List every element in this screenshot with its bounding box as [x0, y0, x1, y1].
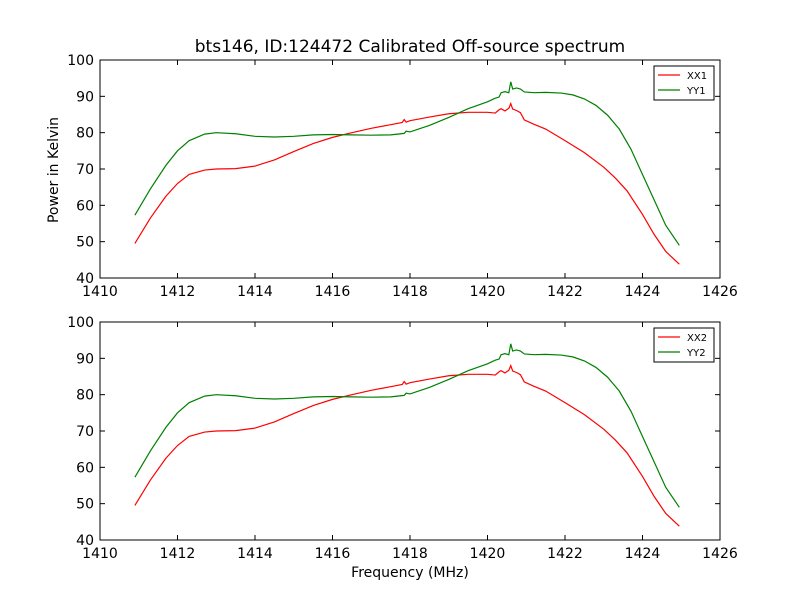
top-y-tick-label: 60: [76, 198, 94, 214]
bottom-legend-label-yy2: YY2: [686, 348, 706, 359]
bottom-y-tick-label: 100: [67, 315, 94, 331]
top-x-tick-label: 1412: [160, 284, 196, 300]
chart-title: bts146, ID:124472 Calibrated Off-source …: [195, 37, 625, 57]
y-axis-label: Power in Kelvin: [46, 117, 62, 223]
x-axis-label: Frequency (MHz): [351, 565, 469, 581]
top-y-tick-label: 90: [76, 89, 94, 105]
top-x-tick-label: 1426: [702, 284, 738, 300]
top-legend-box: [653, 65, 715, 101]
top-x-tick-label: 1416: [315, 284, 351, 300]
top-y-tick-label: 70: [76, 162, 94, 178]
bottom-y-tick-label: 40: [76, 533, 94, 549]
top-y-tick-label: 100: [67, 53, 94, 69]
bottom-legend-label-xx2: XX2: [687, 333, 707, 344]
bottom-legend-box: [653, 327, 715, 363]
bottom-x-tick-label: 1412: [160, 546, 196, 562]
bottom-x-tick-label: 1424: [625, 546, 661, 562]
bottom-y-tick-label: 70: [76, 424, 94, 440]
bottom-series-line-yy2: [134, 343, 680, 508]
bottom-x-tick-label: 1418: [392, 546, 428, 562]
bottom-x-tick-label: 1422: [547, 546, 583, 562]
top-x-tick-label: 1410: [82, 284, 118, 300]
bottom-x-tick-label: 1420: [470, 546, 506, 562]
bottom-y-tick-label: 80: [76, 388, 94, 404]
bottom-x-tick-label: 1426: [702, 546, 738, 562]
top-series-line-yy1: [134, 81, 680, 246]
top-x-tick-label: 1422: [547, 284, 583, 300]
bottom-y-tick-label: 50: [76, 497, 94, 513]
top-y-tick-label: 80: [76, 126, 94, 142]
top-x-tick-label: 1420: [470, 284, 506, 300]
top-x-tick-label: 1414: [237, 284, 273, 300]
top-x-tick-label: 1418: [392, 284, 428, 300]
top-y-tick-label: 40: [76, 271, 94, 287]
top-x-tick-label: 1424: [625, 284, 661, 300]
bottom-y-tick-label: 90: [76, 351, 94, 367]
bottom-x-tick-label: 1410: [82, 546, 118, 562]
top-y-tick-label: 50: [76, 235, 94, 251]
top-series-line-xx1: [134, 101, 680, 265]
bottom-y-tick-label: 60: [76, 460, 94, 476]
top-legend-label-yy1: YY1: [686, 86, 706, 97]
top-panel: 1410 1412 1414 1416 1418 1420 1422 1424 1426 40 50…: [67, 53, 738, 300]
bottom-series-line-xx2: [134, 363, 680, 527]
bottom-x-tick-label: 1416: [315, 546, 351, 562]
bottom-panel: 1410 1412 1414 1416 1418 1420 1422 1424 1426 40 50…: [67, 315, 738, 562]
top-legend-label-xx1: XX1: [687, 71, 707, 82]
bottom-x-tick-label: 1414: [237, 546, 273, 562]
